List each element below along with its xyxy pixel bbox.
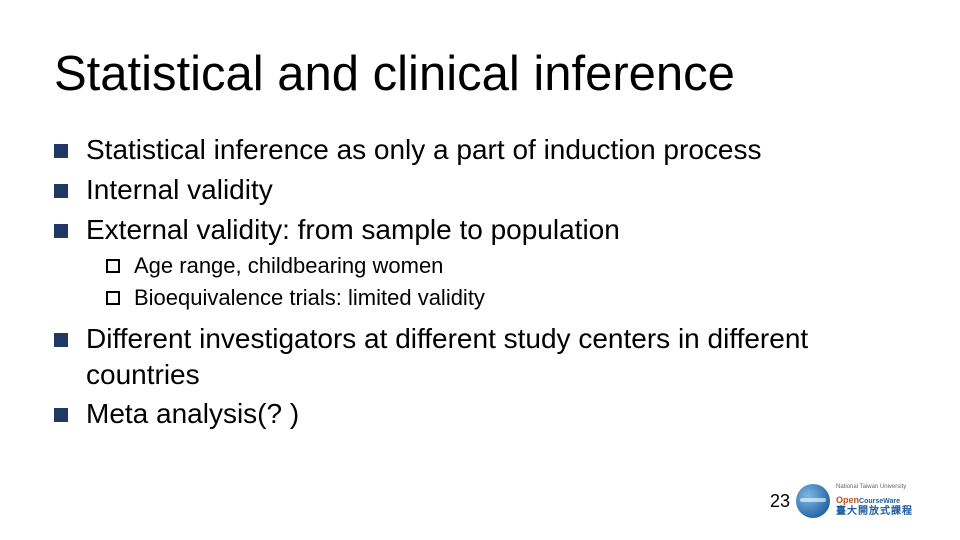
bullet-item: Internal validity	[54, 172, 906, 208]
logo-line4: 臺大開放式課程	[836, 507, 913, 518]
bullet-text: Different investigators at different stu…	[86, 321, 906, 393]
square-bullet-icon	[54, 224, 68, 238]
bullet-item: Different investigators at different stu…	[54, 321, 906, 393]
sub-bullet-text: Age range, childbearing women	[134, 251, 443, 281]
ocw-logo: National Taiwan University OpenCourseWar…	[796, 476, 936, 526]
square-bullet-icon	[54, 144, 68, 158]
logo-line3: CourseWare	[859, 498, 900, 505]
outline-square-bullet-icon	[106, 259, 120, 273]
bullet-item: External validity: from sample to popula…	[54, 212, 906, 248]
logo-text: National Taiwan University OpenCourseWar…	[836, 484, 913, 518]
sub-bullet-text: Bioequivalence trials: limited validity	[134, 283, 485, 313]
bullet-text: Meta analysis(? )	[86, 396, 299, 432]
outline-square-bullet-icon	[106, 291, 120, 305]
bullet-item: Statistical inference as only a part of …	[54, 132, 906, 168]
bullet-item: Meta analysis(? )	[54, 396, 906, 432]
square-bullet-icon	[54, 333, 68, 347]
page-number: 23	[770, 491, 790, 512]
sub-bullet-item: Bioequivalence trials: limited validity	[106, 283, 906, 313]
square-bullet-icon	[54, 184, 68, 198]
slide: Statistical and clinical inference Stati…	[0, 0, 960, 540]
bullet-text: External validity: from sample to popula…	[86, 212, 620, 248]
globe-icon	[796, 484, 830, 518]
bullet-text: Internal validity	[86, 172, 273, 208]
bullet-text: Statistical inference as only a part of …	[86, 132, 761, 168]
square-bullet-icon	[54, 408, 68, 422]
logo-line2: Open	[836, 495, 859, 505]
sub-bullet-item: Age range, childbearing women	[106, 251, 906, 281]
slide-title: Statistical and clinical inference	[54, 48, 906, 102]
